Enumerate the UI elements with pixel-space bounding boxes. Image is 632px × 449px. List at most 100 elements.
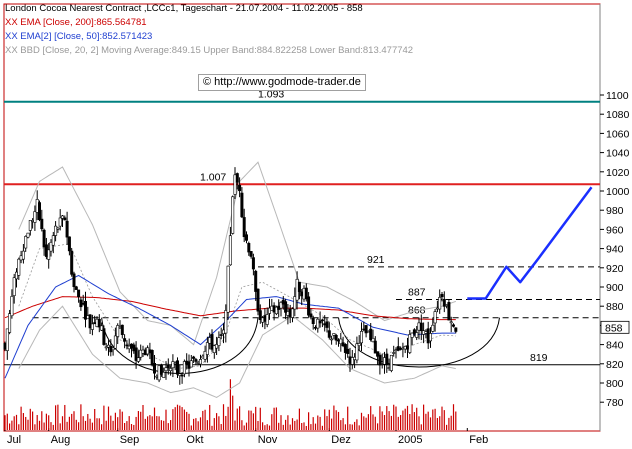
candle-body [343, 344, 347, 353]
candle-body [392, 352, 396, 354]
y-tick-label: 880 [606, 301, 624, 313]
ema50-line [4, 274, 456, 379]
candle-body [166, 364, 170, 369]
y-tick-label: 800 [606, 378, 624, 390]
last-price-box [600, 320, 630, 334]
bollinger-upper-line [18, 161, 456, 346]
candle-body [385, 353, 389, 366]
candle-body [21, 250, 25, 260]
candle-body [449, 321, 453, 324]
candle-body [304, 287, 308, 300]
candle-body [309, 313, 313, 318]
candle-body [431, 324, 435, 332]
candle-body [74, 286, 78, 290]
candle-body [428, 333, 432, 342]
candle-body [318, 320, 322, 324]
level-label: 921 [367, 254, 385, 266]
candle-body [169, 368, 173, 372]
candle-body [60, 215, 64, 219]
candle-body [210, 334, 214, 350]
candle-body [26, 232, 30, 238]
candle-body [54, 225, 58, 236]
y-tick-label: 980 [606, 205, 624, 217]
candle-body [235, 173, 239, 183]
candle-body [84, 300, 88, 320]
candle-body [182, 361, 186, 375]
chart-title: London Cocoa Nearest Contract ,LCCc1, Ta… [5, 3, 363, 14]
level-label: 1.007 [200, 171, 226, 183]
level-label: 887 [408, 286, 426, 298]
y-tick-label: 1080 [606, 109, 630, 121]
y-tick-label: 780 [606, 397, 624, 409]
candle-body [100, 325, 104, 331]
candle-body [189, 360, 193, 368]
candle-body [415, 332, 419, 338]
candle-body [339, 338, 343, 345]
candle-body [249, 251, 253, 257]
candle-body [70, 250, 74, 275]
candle-body [212, 345, 216, 353]
bollinger-lower-line [18, 305, 456, 398]
candle-body [376, 351, 380, 357]
candle-body [215, 344, 219, 349]
candle-body [178, 373, 182, 376]
candle-body [136, 357, 140, 362]
candle-body [42, 229, 46, 248]
y-tick-label: 820 [606, 359, 624, 371]
y-tick-label: 920 [606, 263, 624, 275]
bollinger-legend: XX BBD [Close, 20, 2] Moving Average:849… [5, 45, 414, 56]
candle-body [307, 296, 311, 316]
candle-body [290, 308, 294, 318]
candle-body [265, 314, 269, 325]
candle-body [350, 357, 354, 365]
candle-body [49, 242, 53, 252]
candle-body [251, 257, 255, 270]
candle-body [238, 184, 242, 192]
candle-body [330, 338, 334, 341]
y-tick-label: 940 [606, 244, 624, 256]
candle-body [279, 302, 283, 309]
y-tick-label: 960 [606, 224, 624, 236]
candle-body [153, 363, 157, 374]
x-tick-label: Dez [331, 434, 351, 446]
candle-body [316, 318, 320, 329]
candle-body [371, 338, 375, 343]
candle-body [120, 324, 124, 335]
x-tick-label: 2005 [398, 434, 422, 446]
candle-body [447, 302, 451, 321]
candle-body [274, 306, 278, 315]
ema200-legend: XX EMA [Close, 200]:865.564781 [5, 17, 147, 28]
candle-body [240, 192, 244, 218]
level-label: 819 [530, 352, 548, 364]
candle-body [28, 220, 32, 231]
candle-body [242, 217, 246, 238]
candle-body [320, 319, 324, 322]
y-tick-label: 1100 [606, 90, 629, 102]
candle-body [373, 340, 377, 354]
x-tick-label: Nov [258, 434, 278, 446]
candle-body [451, 324, 455, 327]
candle-body [199, 359, 203, 365]
candle-body [56, 227, 60, 230]
candle-body [65, 220, 69, 238]
candle-body [24, 236, 28, 249]
candle-body [369, 328, 373, 341]
candle-body [159, 364, 163, 375]
candle-body [116, 325, 120, 337]
projection-line [467, 186, 593, 300]
candle-body [194, 359, 198, 362]
candle-body [433, 311, 437, 324]
candle-body [346, 348, 350, 354]
candle-body [412, 329, 416, 334]
candle-body [311, 317, 315, 324]
y-tick-label: 840 [606, 340, 624, 352]
candle-body [40, 218, 44, 230]
candle-body [419, 322, 423, 332]
candle-body [454, 327, 458, 332]
candle-body [67, 236, 71, 252]
candle-body [205, 342, 209, 355]
candle-body [438, 297, 442, 310]
candle-body [258, 310, 262, 320]
candle-body [297, 281, 301, 292]
y-tick-label: 1040 [606, 148, 630, 160]
